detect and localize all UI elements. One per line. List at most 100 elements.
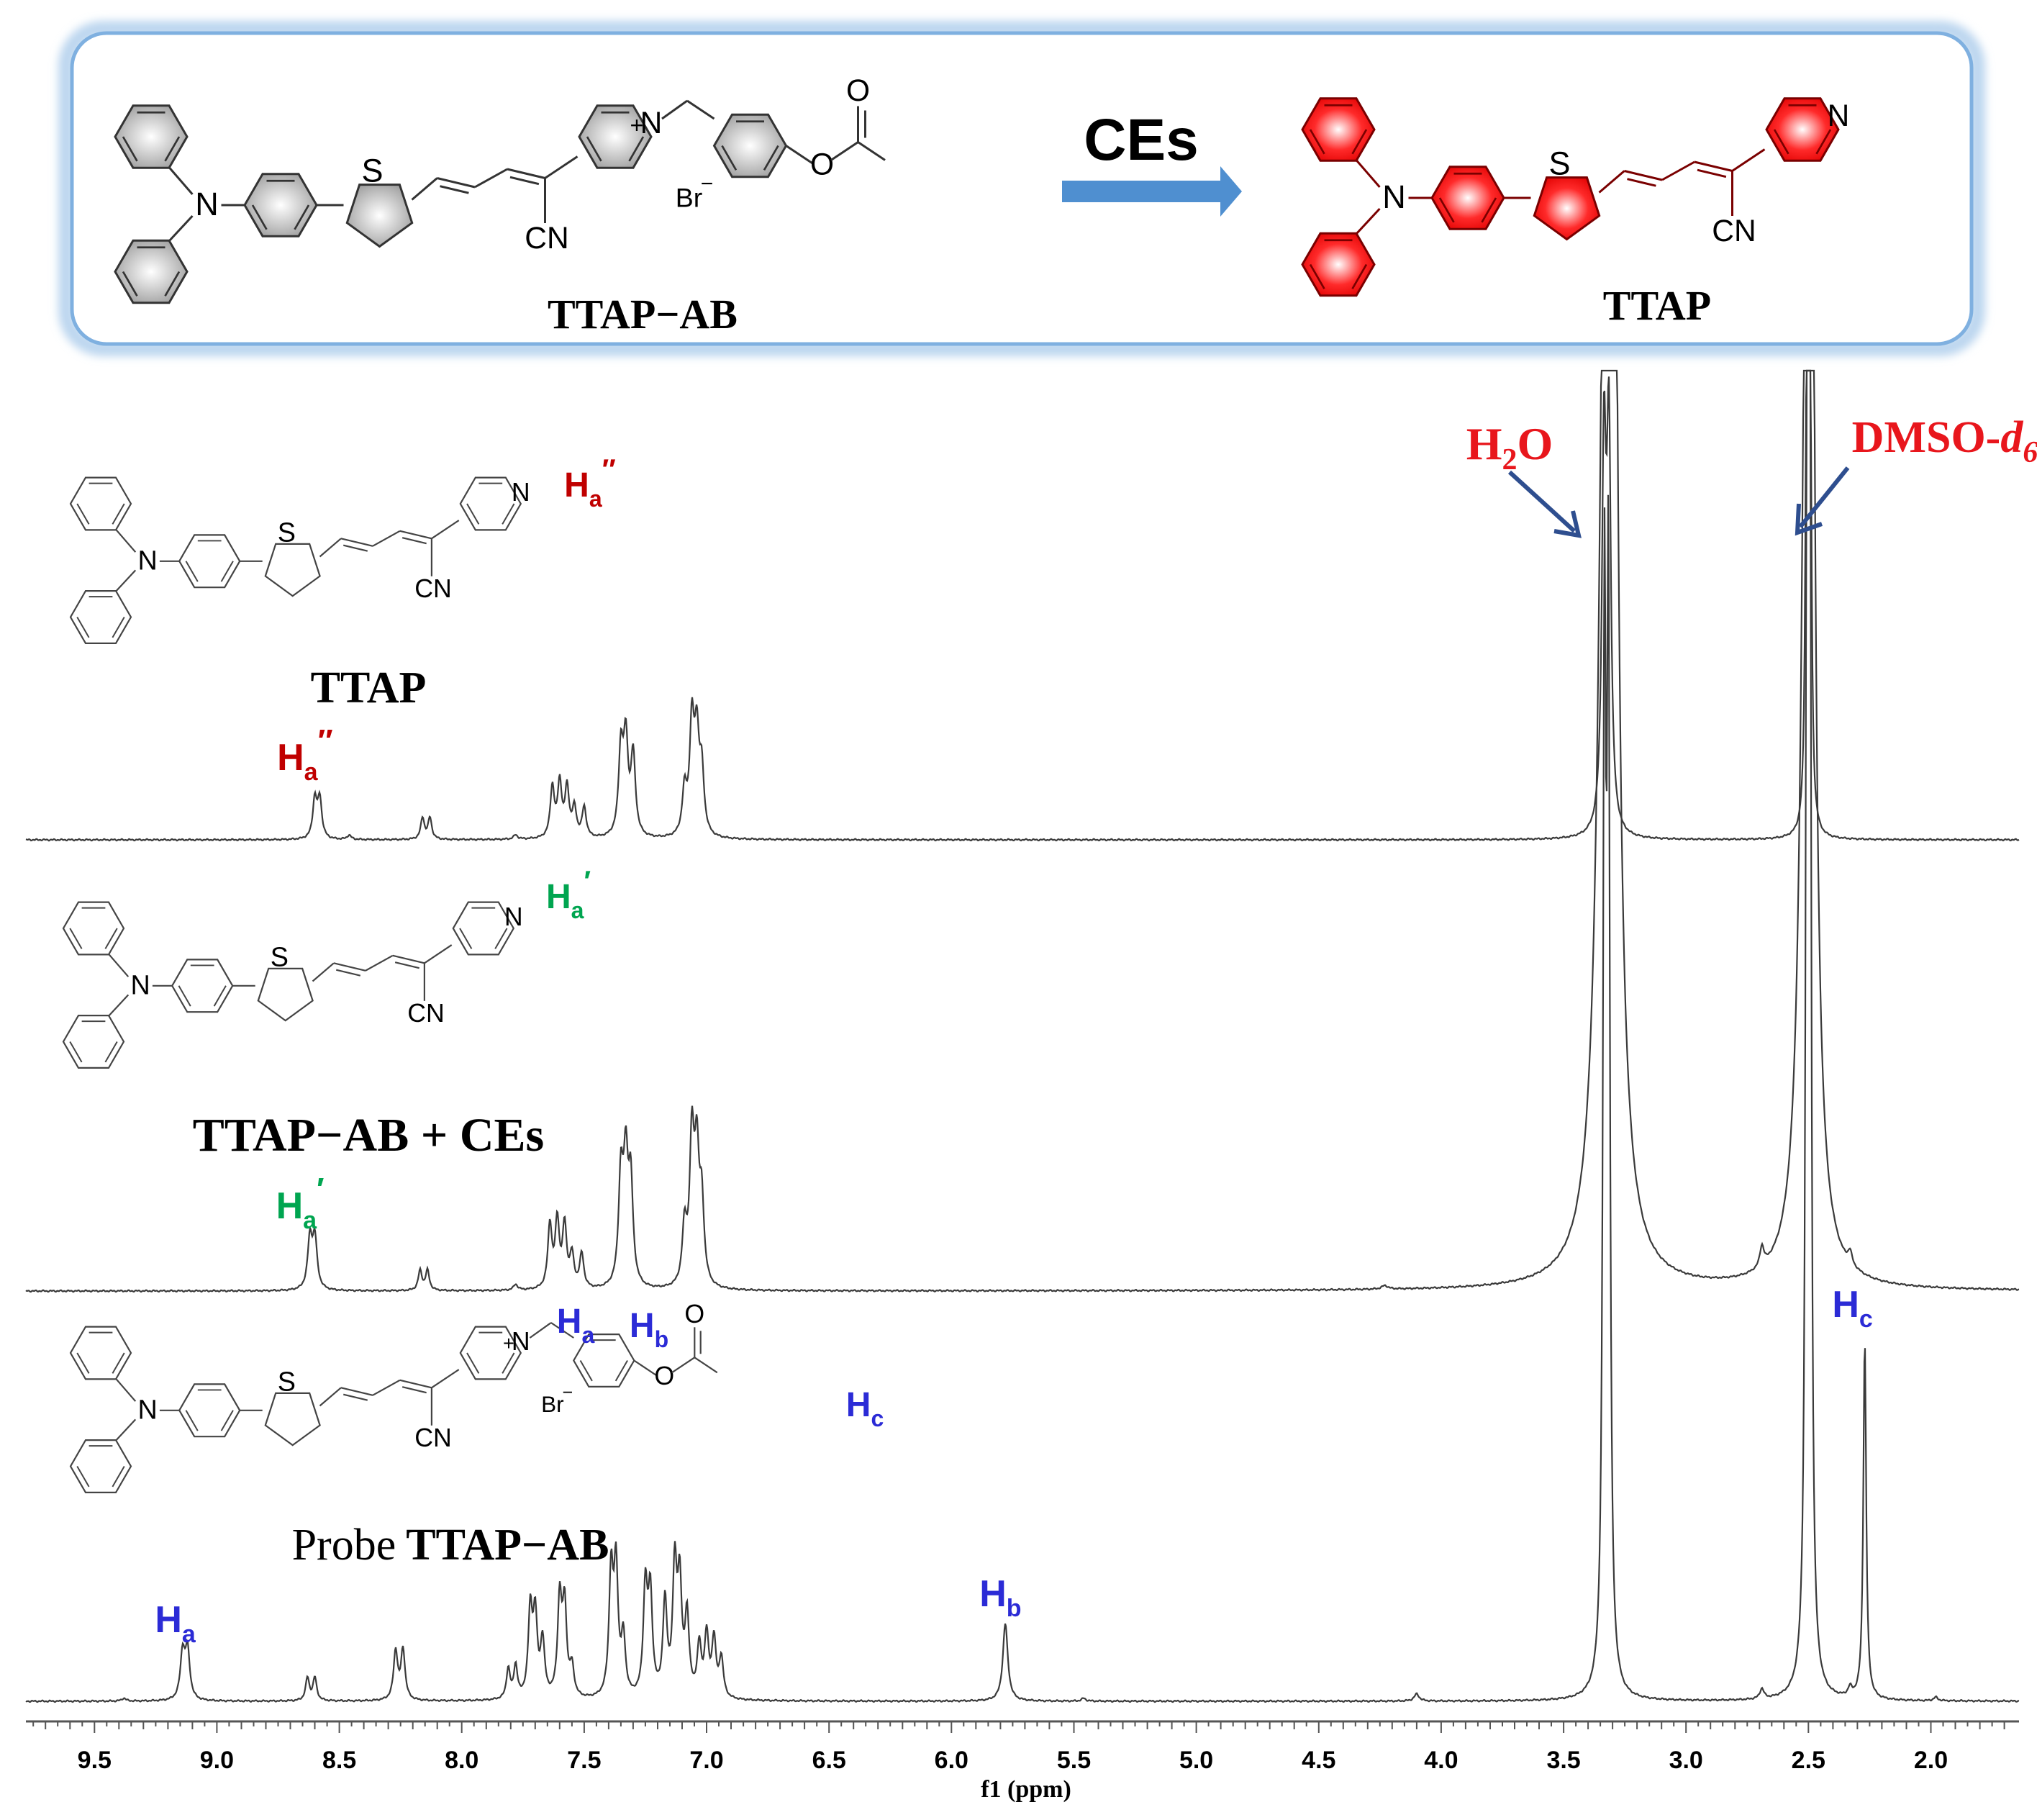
phenyl-ring-middle xyxy=(178,534,241,589)
water-h: H xyxy=(1466,418,1502,469)
phenyl-ring-middle-double-bond xyxy=(1481,197,1497,223)
phenyl-ring-middle-double-bond xyxy=(220,561,234,582)
atom-s-thiophene: S xyxy=(278,518,296,548)
struct-label-ha-prime: Ha′ xyxy=(546,866,591,923)
phenyl-ring-bottom-double-bond xyxy=(112,617,125,638)
bond-to-pyridine xyxy=(1731,148,1766,172)
x-tick-label-3.5: 3.5 xyxy=(1546,1747,1580,1774)
x-tick-label-5.0: 5.0 xyxy=(1179,1747,1213,1774)
bond-vinyl-3 xyxy=(399,1379,432,1389)
bond-n-top xyxy=(108,953,130,977)
x-tick-label-5.5: 5.5 xyxy=(1057,1747,1091,1774)
water-sub: 2 xyxy=(1502,443,1517,476)
phenyl-ring-middle-double-bond xyxy=(294,204,310,230)
bond-vinyl-3 xyxy=(399,530,432,540)
ttap-line-structure: N S CN N xyxy=(69,476,530,645)
bond-vinyl-2 xyxy=(372,530,401,547)
pyridinium-ring-double-bond xyxy=(466,1352,480,1374)
charge-minus: − xyxy=(563,1382,573,1403)
probe-prefix: Probe xyxy=(292,1521,396,1570)
bond-vinyl-1-double xyxy=(1627,178,1656,187)
dmso-text: DMSO- xyxy=(1852,413,2001,462)
atom-s-thiophene: S xyxy=(361,153,383,189)
bond-n-top xyxy=(115,528,137,553)
bond-o-carbonyl xyxy=(671,1357,695,1374)
x-axis: 9.5 9.0 8.5 8.0 7.5 7.0 6.5 6.0 5.5 5.0 4.5 4.0 3.5 3… xyxy=(26,1720,2019,1774)
bond-vinyl-1-double xyxy=(342,1393,368,1401)
bond-vinyl-1 xyxy=(340,538,373,547)
pyridine-ring-double-bond xyxy=(459,928,473,949)
x-tick-label-8.0: 8.0 xyxy=(445,1747,478,1774)
peak-labels: Ha″ Ha′ Ha Hb Hc xyxy=(155,723,1872,1648)
phenyl-ring-bottom xyxy=(69,1439,132,1493)
bond-vinyl-3-double xyxy=(394,961,419,969)
phenyl-ring-bottom-double-bond xyxy=(112,1466,125,1488)
atom-o-ester: O xyxy=(654,1362,674,1390)
ces-structure-label: TTAP−AB + CEs xyxy=(193,1109,544,1162)
thiophene-ring xyxy=(1533,176,1601,241)
phenyl-ring-middle-double-bond xyxy=(213,985,227,1007)
bond-thiophene-vinyl xyxy=(411,177,438,201)
phenyl-ring-bottom-double-bond xyxy=(76,1466,90,1488)
atom-s-thiophene: S xyxy=(1548,145,1570,182)
atom-s-thiophene: S xyxy=(271,943,289,973)
pyridine-ring-double-bond xyxy=(1773,129,1789,155)
bond-n-top xyxy=(1355,159,1381,188)
phenyl-ring-top-double-bond xyxy=(1351,129,1368,155)
struct-label-hc: Hc xyxy=(846,1386,884,1431)
benzyl-ring-double-bond xyxy=(763,145,779,171)
phenyl-ring-middle-double-bond xyxy=(251,204,268,230)
bond-ring-o xyxy=(785,145,814,165)
counter-ion-br: Br xyxy=(541,1391,564,1417)
dmso-arrow xyxy=(1795,466,1850,536)
bond-vinyl-2 xyxy=(365,954,394,972)
bond-vinyl-3 xyxy=(507,168,545,179)
bond-thiophene-vinyl xyxy=(319,538,342,558)
bond-vinyl-3-double xyxy=(509,176,540,186)
benzyl-ring xyxy=(573,1333,635,1388)
bond-thiophene-vinyl xyxy=(312,962,335,982)
atom-o-carbonyl: O xyxy=(846,74,870,108)
bond-n-bottom xyxy=(108,994,130,1017)
thiophene-ring xyxy=(345,184,414,248)
phenyl-ring-top-double-bond xyxy=(112,503,125,525)
bond-vinyl-2 xyxy=(372,1379,401,1396)
phenyl-ring-bottom xyxy=(62,1014,125,1069)
atom-n-pyridinium: N xyxy=(640,107,663,140)
probe-label: TTAP−AB xyxy=(548,291,738,338)
pyridinium-ring-double-bond xyxy=(628,136,645,162)
bond-vinyl-1 xyxy=(437,177,476,189)
reaction-arrow-head xyxy=(1220,166,1242,217)
phenyl-ring-middle xyxy=(178,1383,241,1438)
water-arrow xyxy=(1507,470,1582,538)
bond-ch2-ring xyxy=(550,1322,574,1339)
bond-vinyl-1-double xyxy=(335,969,361,977)
phenyl-ring-top-double-bond xyxy=(1309,129,1325,155)
water-label: H2O xyxy=(1466,418,1553,476)
phenyl-ring-top-double-bond xyxy=(122,136,138,162)
spectrum-trace-3 xyxy=(25,369,2020,1703)
phenyl-ring-bottom-double-bond xyxy=(122,271,138,296)
pyridine-ring-double-bond xyxy=(1815,129,1832,155)
bond-ch2-ring xyxy=(686,99,715,120)
x-axis-title: f1 (ppm) xyxy=(981,1776,1071,1803)
peak-label-3-2: Hb xyxy=(979,1573,1021,1622)
water-o: O xyxy=(1517,418,1553,469)
atom-o-carbonyl: O xyxy=(684,1300,704,1328)
dmso-sub: 6 xyxy=(2023,436,2037,469)
phenyl-ring-bottom-double-bond xyxy=(76,617,90,638)
x-tick-label-9.5: 9.5 xyxy=(78,1747,112,1774)
phenyl-ring-top-double-bond xyxy=(164,136,181,162)
charge-minus: − xyxy=(701,172,714,196)
struct-label-hb: Hb xyxy=(630,1307,668,1352)
pyridine-ring-double-bond xyxy=(502,503,515,525)
reaction-arrow xyxy=(1062,166,1242,217)
charge-plus: + xyxy=(503,1332,514,1354)
bond-n-bottom xyxy=(168,214,194,243)
phenyl-ring-middle-double-bond xyxy=(185,1410,199,1431)
peak-label-3-3: Hc xyxy=(1832,1284,1872,1333)
phenyl-ring-bottom-double-bond xyxy=(69,1041,83,1063)
